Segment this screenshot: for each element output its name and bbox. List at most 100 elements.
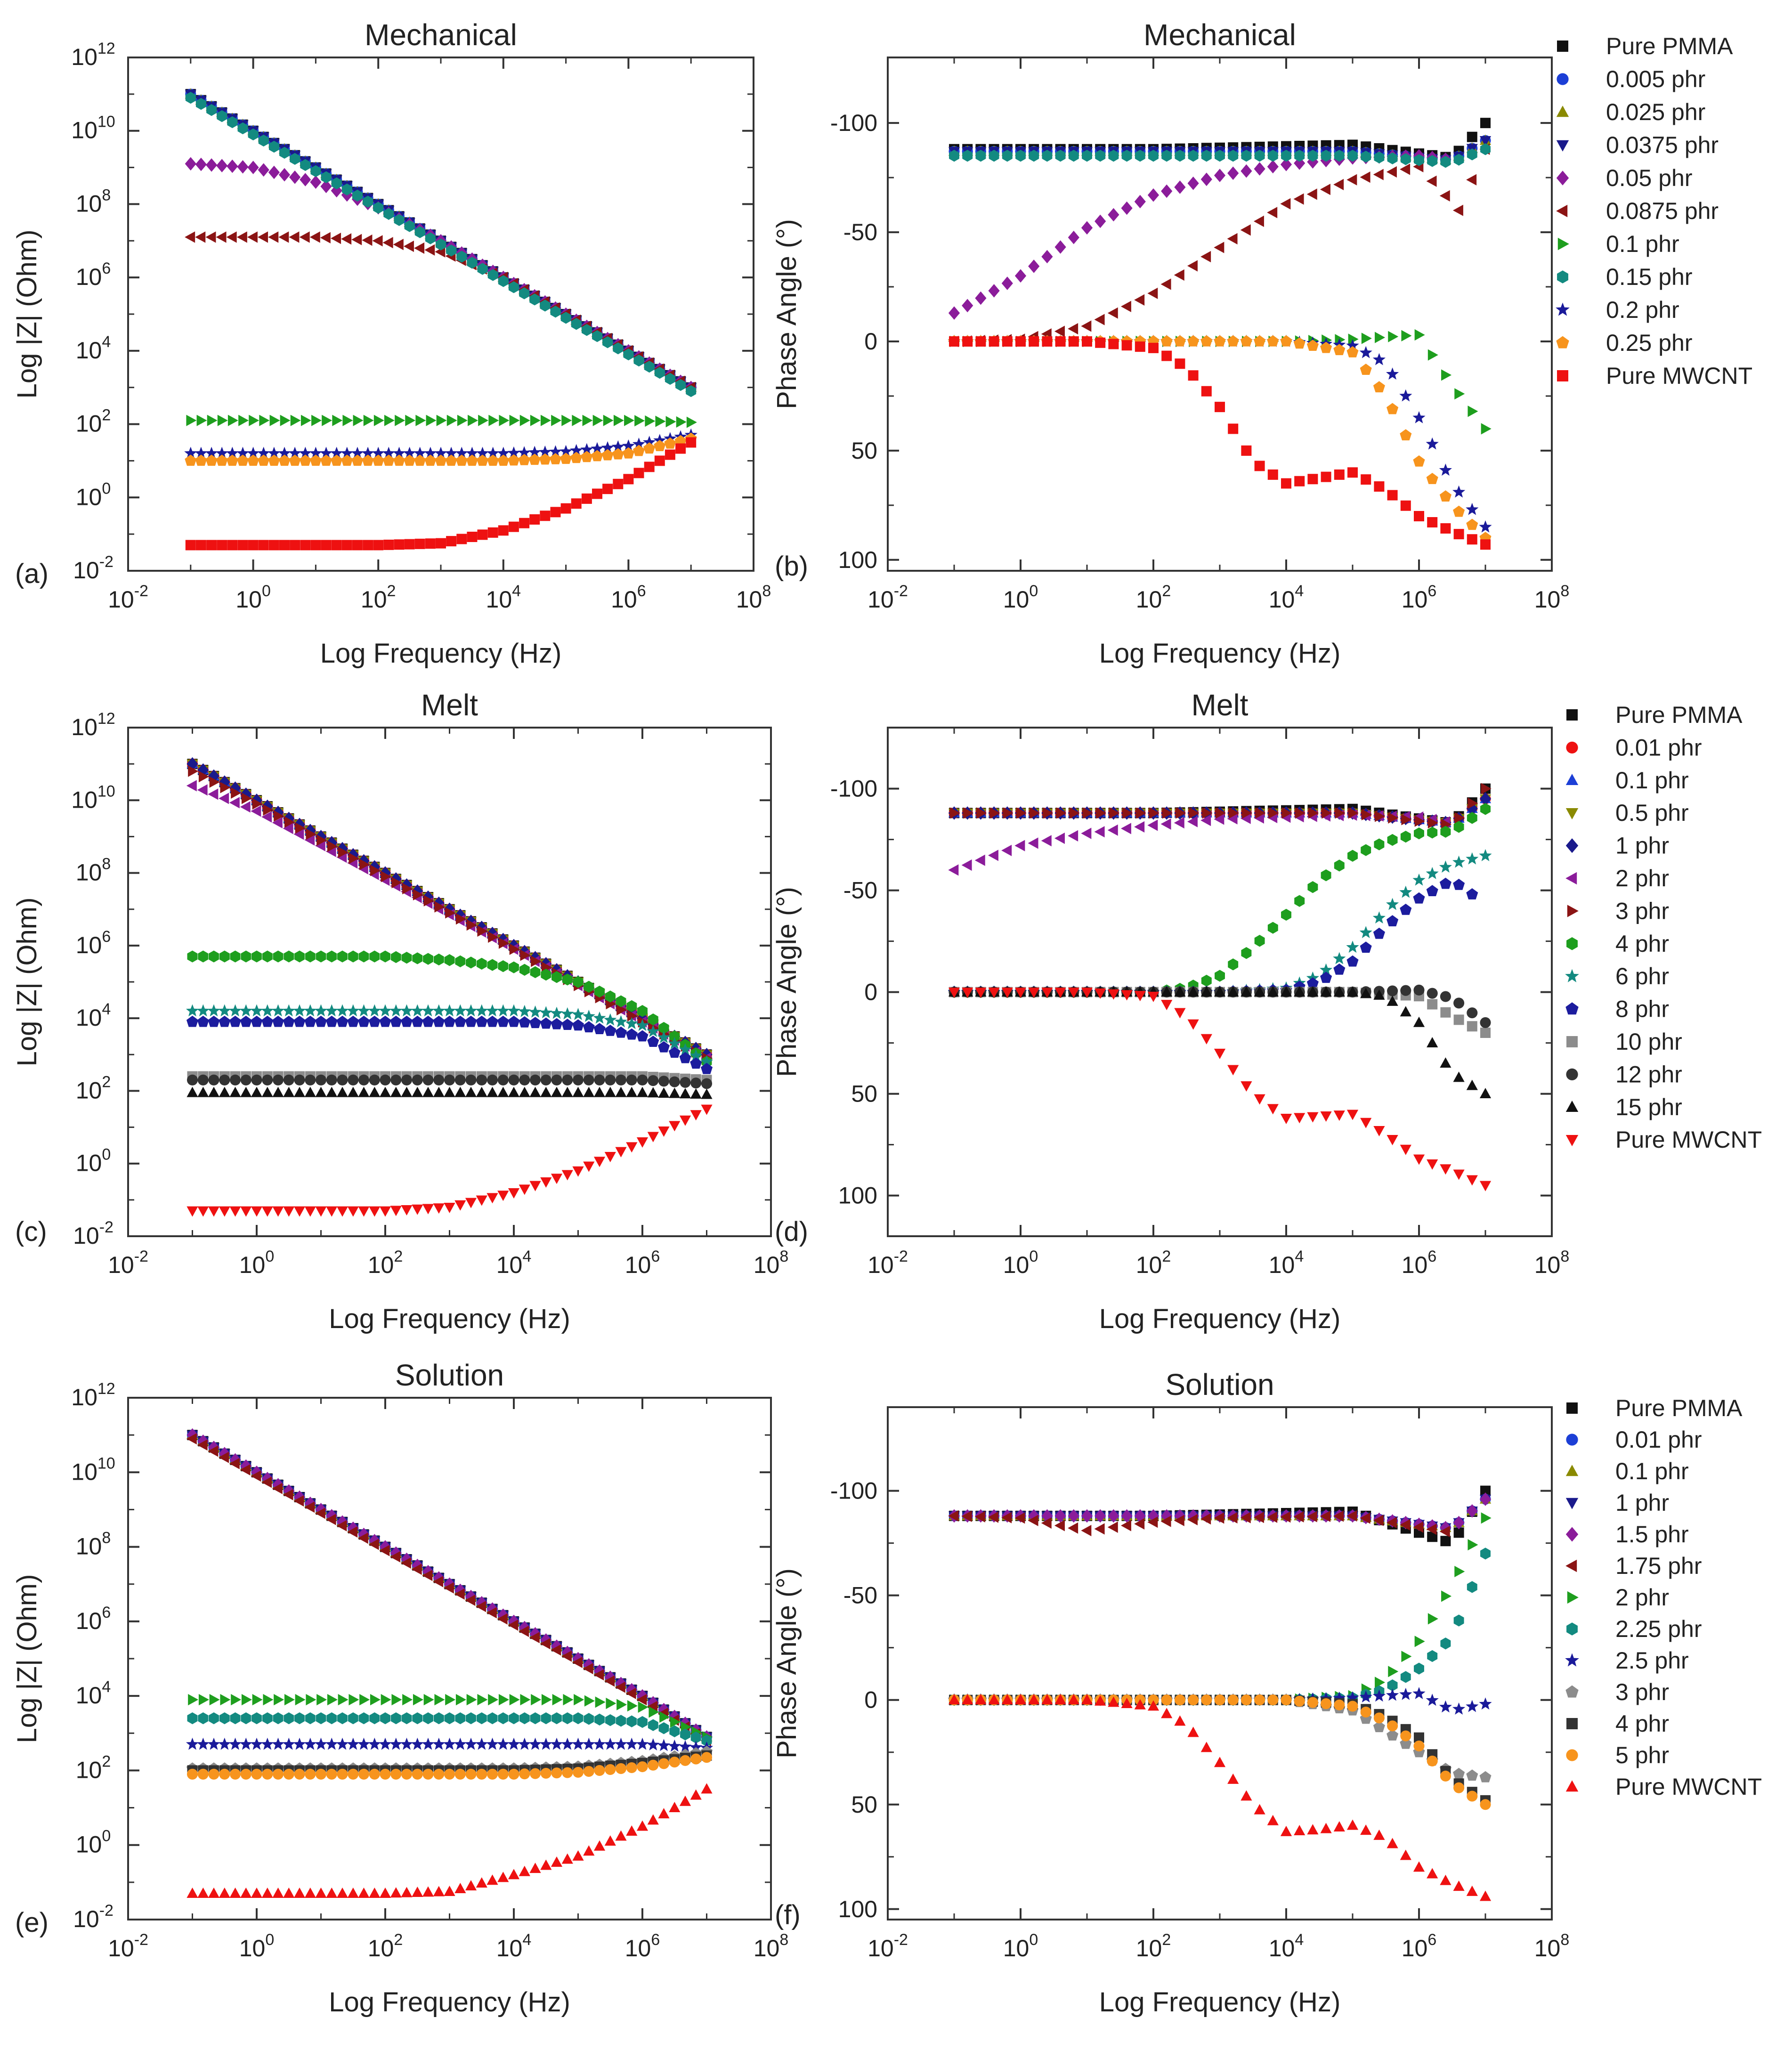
legend-marker xyxy=(1567,1591,1579,1604)
data-point xyxy=(613,478,624,489)
data-point xyxy=(338,1694,349,1706)
data-point xyxy=(465,1015,477,1027)
data-point xyxy=(1001,988,1013,998)
data-point xyxy=(446,244,457,257)
data-point xyxy=(606,1697,616,1710)
x-tick-label: 102 xyxy=(1136,582,1171,613)
data-point xyxy=(1400,1730,1411,1742)
data-point xyxy=(1480,143,1491,155)
data-point xyxy=(208,769,220,783)
data-point xyxy=(369,1887,381,1898)
y-tick-label: 102 xyxy=(76,1752,111,1783)
data-point xyxy=(1135,150,1145,162)
data-point xyxy=(1412,873,1426,886)
data-point xyxy=(1453,505,1465,517)
data-layer xyxy=(948,118,1492,550)
data-point xyxy=(259,414,270,426)
data-point xyxy=(361,446,374,459)
data-point xyxy=(1386,898,1399,910)
data-point xyxy=(422,1015,434,1027)
data-point xyxy=(648,1075,659,1086)
data-point xyxy=(320,179,332,194)
x-tick-label: 106 xyxy=(625,1931,660,1961)
data-point xyxy=(1413,1016,1425,1027)
data-point xyxy=(1373,1126,1385,1137)
data-point xyxy=(321,540,332,551)
data-point xyxy=(1414,154,1424,166)
data-point xyxy=(315,1503,327,1516)
data-point xyxy=(379,1545,390,1556)
data-point xyxy=(1227,813,1238,825)
data-point xyxy=(1174,180,1186,194)
data-point xyxy=(686,437,697,448)
y-tick-label: 100 xyxy=(838,1183,877,1209)
data-point xyxy=(528,454,541,465)
data-point xyxy=(272,1483,283,1494)
data-point xyxy=(1481,783,1492,794)
data-point xyxy=(446,414,457,426)
data-point xyxy=(476,1015,488,1027)
legend-label: Pure MWCNT xyxy=(1606,363,1752,389)
data-point xyxy=(1479,1492,1492,1506)
data-point xyxy=(486,1004,499,1017)
data-point xyxy=(1267,469,1278,480)
data-point xyxy=(1028,837,1038,849)
data-point xyxy=(1454,388,1465,400)
data-point xyxy=(1414,329,1425,341)
data-point xyxy=(626,1074,637,1086)
data-point xyxy=(1481,423,1492,435)
data-point xyxy=(258,231,268,243)
data-point xyxy=(1480,803,1491,815)
data-point xyxy=(647,1036,659,1047)
data-point xyxy=(422,1004,435,1017)
data-point xyxy=(1452,855,1466,868)
data-point xyxy=(561,1650,572,1662)
legend-item: 1.5 phr xyxy=(1565,1521,1689,1548)
data-point xyxy=(1439,877,1451,889)
data-point xyxy=(552,1694,563,1706)
data-point xyxy=(657,1041,670,1053)
y-tick-label: -100 xyxy=(830,1478,877,1504)
data-point xyxy=(1439,860,1452,873)
data-point xyxy=(322,414,332,426)
data-point xyxy=(572,1652,584,1666)
data-point xyxy=(571,1008,585,1020)
data-point xyxy=(237,540,248,551)
data-point xyxy=(261,1472,273,1485)
data-point xyxy=(1241,1081,1252,1092)
data-point xyxy=(1161,1000,1173,1011)
data-point xyxy=(1306,1511,1317,1523)
data-point xyxy=(363,540,373,551)
data-point xyxy=(551,414,562,426)
data-point xyxy=(1414,1662,1424,1675)
x-axis-label: Log Frequency (Hz) xyxy=(1099,1304,1341,1334)
data-point xyxy=(326,1768,337,1780)
data-point xyxy=(1054,988,1066,998)
data-point xyxy=(690,1789,702,1800)
data-point xyxy=(273,950,284,963)
data-point xyxy=(1174,335,1186,347)
data-point xyxy=(412,884,423,898)
data-point xyxy=(380,1074,391,1086)
data-point xyxy=(186,1074,198,1086)
data-point xyxy=(679,1115,691,1126)
data-point xyxy=(1440,1164,1451,1175)
data-point xyxy=(1095,1695,1106,1706)
data-point xyxy=(1427,999,1438,1010)
data-point xyxy=(508,1869,520,1880)
data-point xyxy=(349,852,359,864)
data-point xyxy=(351,234,362,245)
data-point xyxy=(1015,336,1026,347)
data-point xyxy=(1414,511,1424,521)
data-point xyxy=(1215,970,1225,982)
data-point xyxy=(1466,888,1478,899)
data-layer xyxy=(948,783,1492,1191)
data-point xyxy=(369,860,381,874)
data-point xyxy=(1227,1694,1239,1706)
data-point xyxy=(315,1206,327,1217)
legend-item: 4 phr xyxy=(1566,931,1669,957)
data-point xyxy=(593,1664,606,1678)
data-point xyxy=(948,864,959,876)
data-point xyxy=(294,1074,305,1086)
